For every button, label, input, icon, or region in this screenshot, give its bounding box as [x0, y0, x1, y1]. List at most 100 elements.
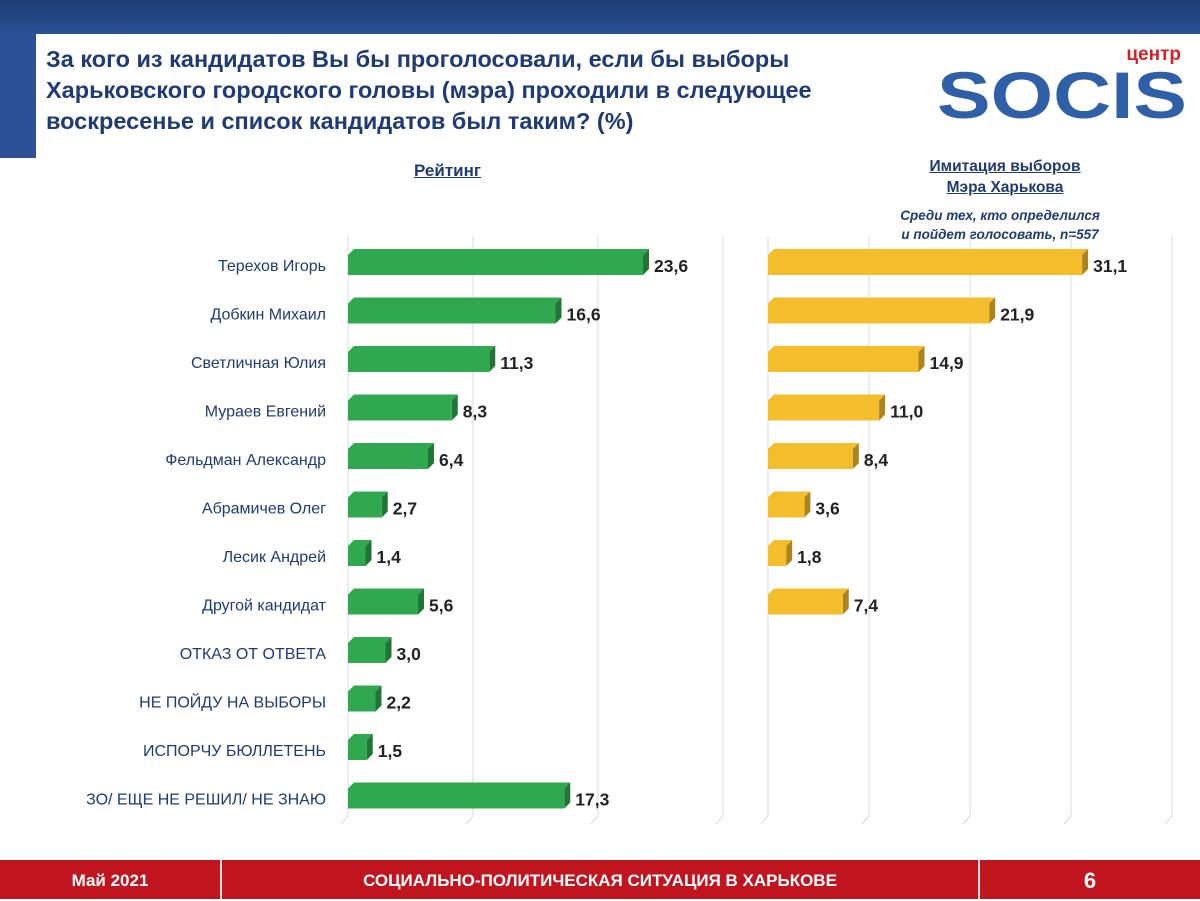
category-label: ОТКАЗ ОТ ОТВЕТА — [180, 646, 327, 663]
bar-top-face — [348, 491, 388, 498]
bar — [768, 303, 990, 324]
gridline-perspective — [962, 815, 971, 825]
value-label: 3,6 — [815, 499, 840, 519]
bar-top-face — [348, 637, 392, 643]
simulation-subtitle-line1: Среди тех, кто определился — [900, 208, 1100, 223]
simulation-section-title: Имитация выборов Мэра Харькова — [865, 156, 1145, 198]
value-label: 31,1 — [1093, 256, 1127, 276]
gridline-perspective — [715, 815, 724, 825]
bar-side-face — [804, 491, 811, 518]
bar — [768, 546, 787, 566]
category-label: Фельдман Александр — [165, 452, 326, 469]
bar-side-face — [786, 540, 793, 566]
bar-top-face — [768, 588, 849, 595]
bar — [348, 352, 490, 372]
footer-separator — [220, 860, 222, 899]
bar-top-face — [348, 249, 649, 255]
side-accent — [0, 34, 36, 158]
bar-side-face — [418, 588, 424, 615]
bar-side-face — [451, 394, 458, 421]
bar-top-face — [768, 297, 996, 304]
bar-top-face — [348, 782, 571, 789]
bar-side-face — [1082, 249, 1089, 275]
value-label: 21,9 — [1000, 305, 1034, 325]
bar — [768, 255, 1083, 275]
bar-side-face — [381, 491, 388, 518]
footer-separator — [978, 860, 980, 899]
value-label: 8,4 — [864, 450, 889, 470]
bar-side-face — [564, 782, 571, 809]
bar — [348, 449, 428, 469]
bar-side-face — [375, 685, 382, 712]
value-label: 3,0 — [397, 644, 422, 664]
footer-title: СОЦИАЛЬНО-ПОЛИТИЧЕСКАЯ СИТУАЦИЯ В ХАРЬКО… — [363, 871, 837, 890]
bar — [348, 788, 565, 809]
bar-side-face — [643, 249, 649, 275]
gridline-perspective — [861, 815, 870, 825]
bar-top-face — [768, 540, 793, 546]
value-label: 6,4 — [439, 450, 464, 470]
bar-top-face — [348, 443, 434, 449]
bar-top-face — [768, 443, 859, 449]
category-label: Лесик Андрей — [223, 549, 326, 566]
page-number: 6 — [1083, 868, 1097, 893]
gridline-perspective — [1063, 815, 1072, 825]
bar — [768, 400, 880, 421]
category-label: Терехов Игорь — [218, 258, 326, 275]
bar-side-face — [555, 297, 562, 324]
value-label: 1,5 — [378, 741, 403, 761]
bar-side-face — [489, 346, 496, 372]
value-label: 2,7 — [393, 499, 417, 519]
bar-side-face — [989, 297, 996, 324]
bar-top-face — [768, 394, 886, 401]
bar-top-face — [348, 297, 562, 304]
bar-side-face — [879, 394, 886, 421]
bar-top-face — [348, 394, 458, 401]
bar — [348, 740, 367, 760]
bar — [768, 594, 843, 615]
footer-bar: Май 2021 СОЦИАЛЬНО-ПОЛИТИЧЕСКАЯ СИТУАЦИЯ… — [0, 860, 1200, 899]
bar-top-face — [348, 734, 373, 740]
logo-socis-text: SOCIS — [937, 58, 1187, 128]
bar — [768, 449, 853, 469]
bar-side-face — [385, 637, 392, 663]
gridline-perspective — [760, 815, 769, 825]
category-label: Мураев Евгений — [205, 404, 326, 421]
bar — [348, 691, 376, 712]
footer-date: Май 2021 — [71, 871, 149, 890]
bar-top-face — [768, 491, 811, 498]
bar — [348, 303, 556, 324]
value-label: 11,0 — [890, 402, 923, 422]
bar-charts: 23,6 16,6 11,3 8,3 6,4 2,7 1,4 5,6 3,0 2,2 1,5 17,3… — [86, 236, 1173, 825]
value-label: 14,9 — [929, 353, 963, 373]
simulation-subtitle-line2: и пойдет голосовать, n=557 — [901, 227, 1099, 242]
category-label: Светличная Юлия — [191, 355, 326, 372]
gridline-perspective — [1164, 815, 1173, 825]
socis-logo: центр SOCIS — [937, 44, 1187, 128]
value-label: 2,2 — [387, 693, 412, 713]
simulation-title-line2: Мэра Харькова — [946, 179, 1064, 196]
bar-side-face — [428, 443, 434, 469]
value-label: 11,3 — [500, 353, 533, 373]
value-label: 23,6 — [654, 256, 688, 276]
value-label: 16,6 — [567, 305, 601, 325]
value-label: 17,3 — [575, 790, 609, 810]
bar — [348, 546, 366, 566]
category-label: ИСПОРЧУ БЮЛЛЕТЕНЬ — [143, 743, 326, 760]
bar-side-face — [842, 588, 849, 615]
gridline-perspective — [340, 815, 349, 825]
bar — [768, 497, 805, 518]
category-label: НЕ ПОЙДУ НА ВЫБОРЫ — [139, 693, 326, 712]
value-label: 7,4 — [854, 596, 879, 616]
value-label: 5,6 — [429, 596, 454, 616]
value-label: 1,4 — [377, 547, 402, 567]
rating-section-title: Рейтинг — [414, 161, 481, 180]
category-label: Абрамичев Олег — [202, 501, 326, 518]
bar — [348, 643, 386, 663]
category-label: Добкин Михаил — [210, 307, 326, 324]
bar-side-face — [918, 346, 925, 372]
bar — [348, 497, 382, 518]
gridline-perspective — [590, 815, 599, 825]
bar — [348, 255, 643, 275]
category-label: Другой кандидат — [202, 598, 327, 615]
